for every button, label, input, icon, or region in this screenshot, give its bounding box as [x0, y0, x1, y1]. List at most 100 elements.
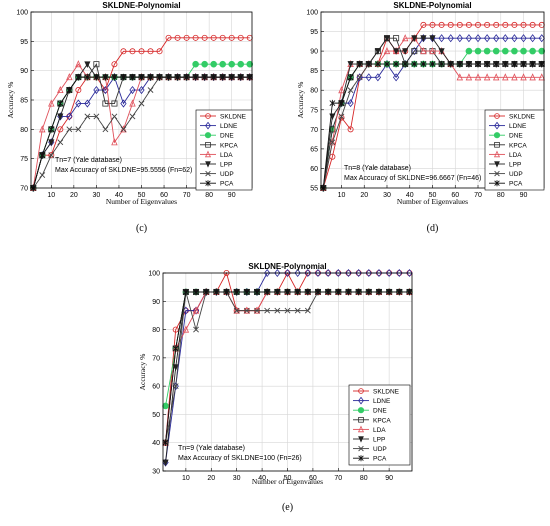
data-point: [338, 99, 345, 107]
data-point: [213, 288, 220, 296]
data-point: [383, 47, 391, 55]
data-point: [338, 86, 345, 94]
data-point: [483, 47, 491, 55]
data-point: [511, 21, 518, 28]
data-point: [502, 47, 509, 55]
data-point: [529, 60, 536, 68]
y-tick-label: 65: [310, 146, 318, 153]
data-point: [401, 34, 409, 42]
legend-label: LPP: [373, 437, 385, 444]
y-tick-label: 75: [310, 107, 318, 114]
data-point: [210, 34, 217, 41]
panel-label: (d): [427, 223, 439, 234]
data-point: [174, 34, 181, 41]
data-point: [474, 34, 482, 43]
data-point: [420, 35, 427, 43]
legend-item: DNE: [200, 132, 234, 140]
legend-label: KPCA: [220, 142, 238, 149]
data-point: [205, 141, 211, 148]
data-point: [492, 73, 500, 81]
y-axis-label: Accuracy %: [138, 354, 147, 391]
annotation-text: Max Accuracy of SKLDNE=95.5556 (Fn=62): [55, 167, 192, 174]
x-tick-label: 60: [309, 475, 317, 482]
data-point: [84, 73, 91, 81]
y-tick-label: 75: [20, 156, 28, 163]
series-pca: [162, 288, 413, 446]
data-point: [329, 139, 336, 146]
data-point: [386, 268, 393, 278]
data-point: [102, 126, 109, 133]
data-point: [254, 307, 260, 314]
data-point: [374, 73, 381, 82]
legend-label: SKLDNE: [509, 114, 536, 121]
legend-label: DNE: [509, 133, 523, 140]
data-point: [538, 34, 545, 43]
data-point: [393, 48, 400, 55]
data-point: [48, 139, 55, 147]
data-point: [538, 73, 545, 81]
x-tick-label: 20: [360, 192, 368, 199]
data-point: [48, 99, 55, 107]
data-point: [233, 288, 240, 296]
data-point: [429, 35, 436, 43]
legend-item: KPCA: [200, 141, 238, 149]
data-point: [484, 34, 491, 43]
data-point: [183, 34, 190, 41]
data-point: [147, 87, 154, 93]
data-point: [205, 161, 211, 168]
data-point: [192, 306, 200, 314]
x-tick-label: 60: [160, 192, 168, 199]
data-point: [284, 288, 291, 296]
x-tick-label: 70: [334, 475, 342, 482]
data-point: [484, 60, 491, 68]
data-point: [406, 288, 413, 296]
data-point: [402, 60, 409, 68]
chart-panel: 10 20 30 40 50 60 70 80 90 55 60 65 70 75 80 85 90 95 100 S…: [296, 1, 546, 234]
legend-item: UDP: [353, 445, 387, 453]
data-point: [156, 48, 163, 55]
data-point: [228, 73, 235, 81]
legend-label: PCA: [220, 181, 234, 188]
data-point: [138, 100, 145, 107]
data-point: [420, 47, 427, 55]
data-point: [48, 152, 55, 159]
data-point: [57, 113, 64, 121]
data-point: [347, 126, 354, 133]
data-point: [204, 150, 212, 158]
legend-item: SKLDNE: [489, 113, 536, 121]
legend-item: LDNE: [353, 396, 391, 405]
data-point: [329, 138, 336, 146]
data-point: [465, 21, 472, 28]
data-point: [165, 73, 172, 81]
x-tick-label: 70: [183, 192, 191, 199]
legend-item: UDP: [489, 170, 523, 178]
data-point: [193, 326, 199, 333]
data-point: [447, 34, 454, 43]
data-point: [355, 288, 362, 296]
data-point: [192, 73, 199, 81]
y-tick-label: 90: [152, 299, 160, 306]
data-point: [511, 47, 518, 55]
legend-item: DNE: [489, 132, 523, 140]
data-point: [223, 288, 230, 296]
data-point: [201, 34, 208, 41]
annotation-text: Max Accuracy of SKLDNE=96.6667 (Fn=46): [344, 175, 481, 182]
data-point: [314, 268, 322, 278]
data-point: [254, 288, 260, 296]
legend-label: LDNE: [220, 123, 238, 130]
data-point: [84, 99, 91, 108]
chart-title: SKLDNE-Polynomial: [102, 1, 180, 10]
data-point: [84, 113, 91, 120]
legend-item: SKLDNE: [200, 113, 247, 121]
y-tick-label: 30: [152, 469, 160, 476]
data-point: [529, 73, 536, 81]
data-point: [493, 21, 500, 28]
data-point: [483, 73, 491, 81]
legend: SKLDNE LDNE DNE KPCA LDA LPP UDP PCA: [195, 109, 253, 191]
data-point: [75, 126, 82, 133]
data-point: [210, 73, 217, 81]
data-point: [411, 60, 418, 68]
data-point: [384, 60, 390, 68]
data-point: [66, 73, 73, 81]
